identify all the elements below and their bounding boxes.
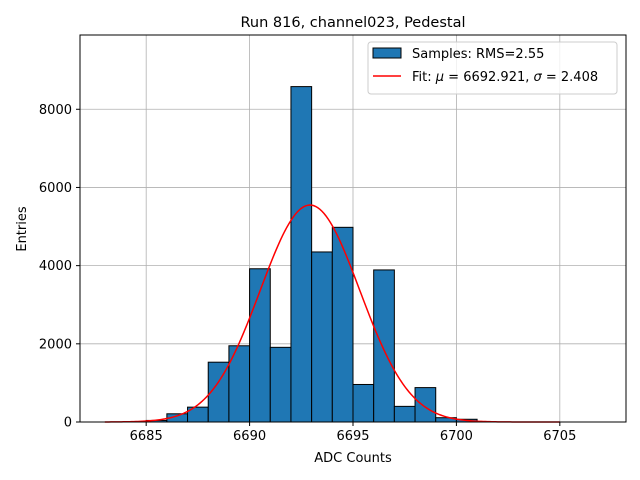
legend: Samples: RMS=2.55 Fit: μ = 6692.921, σ =… — [367, 41, 618, 95]
legend-fit-mu-text: = 6692.921, — [444, 70, 533, 85]
legend-fit-sigma-text: = 2.408 — [542, 70, 598, 85]
legend-fit-prefix: Fit: — [412, 70, 436, 85]
legend-samples-swatch — [372, 47, 402, 59]
x-axis-ticks: 6685 6690 6695 6700 6705 — [130, 422, 576, 444]
histogram-bar — [269, 346, 292, 423]
histogram-bar — [373, 269, 395, 423]
y-axis-label: Entries — [15, 206, 30, 252]
y-axis-ticks: 0 2000 4000 6000 8000 — [39, 103, 80, 431]
chart-title: Run 816, channel023, Pedestal — [240, 15, 465, 31]
histogram-bar — [331, 226, 354, 423]
legend-fit-sigma-symbol: σ — [534, 70, 543, 85]
y-tick-label: 4000 — [39, 259, 72, 274]
x-tick-label: 6690 — [233, 429, 266, 444]
x-axis-label: ADC Counts — [314, 451, 392, 466]
histogram-bar — [393, 405, 416, 423]
y-tick-label: 2000 — [39, 337, 72, 352]
y-tick-label: 0 — [64, 416, 72, 431]
x-tick-label: 6700 — [440, 429, 473, 444]
legend-fit-label: Fit: μ = 6692.921, σ = 2.408 — [412, 70, 598, 85]
histogram-bar — [414, 387, 437, 423]
x-tick-label: 6695 — [336, 429, 369, 444]
histogram-bar — [352, 383, 375, 423]
legend-samples-label: Samples: RMS=2.55 — [412, 47, 544, 62]
y-tick-label: 6000 — [39, 181, 72, 196]
x-tick-label: 6705 — [543, 429, 576, 444]
histogram-bar — [311, 251, 333, 423]
legend-fit-mu-symbol: μ — [435, 70, 444, 85]
histogram-bars — [145, 86, 478, 423]
histogram-bar — [290, 86, 313, 423]
legend-box — [367, 41, 618, 95]
x-tick-label: 6685 — [130, 429, 163, 444]
y-tick-label: 8000 — [39, 103, 72, 118]
